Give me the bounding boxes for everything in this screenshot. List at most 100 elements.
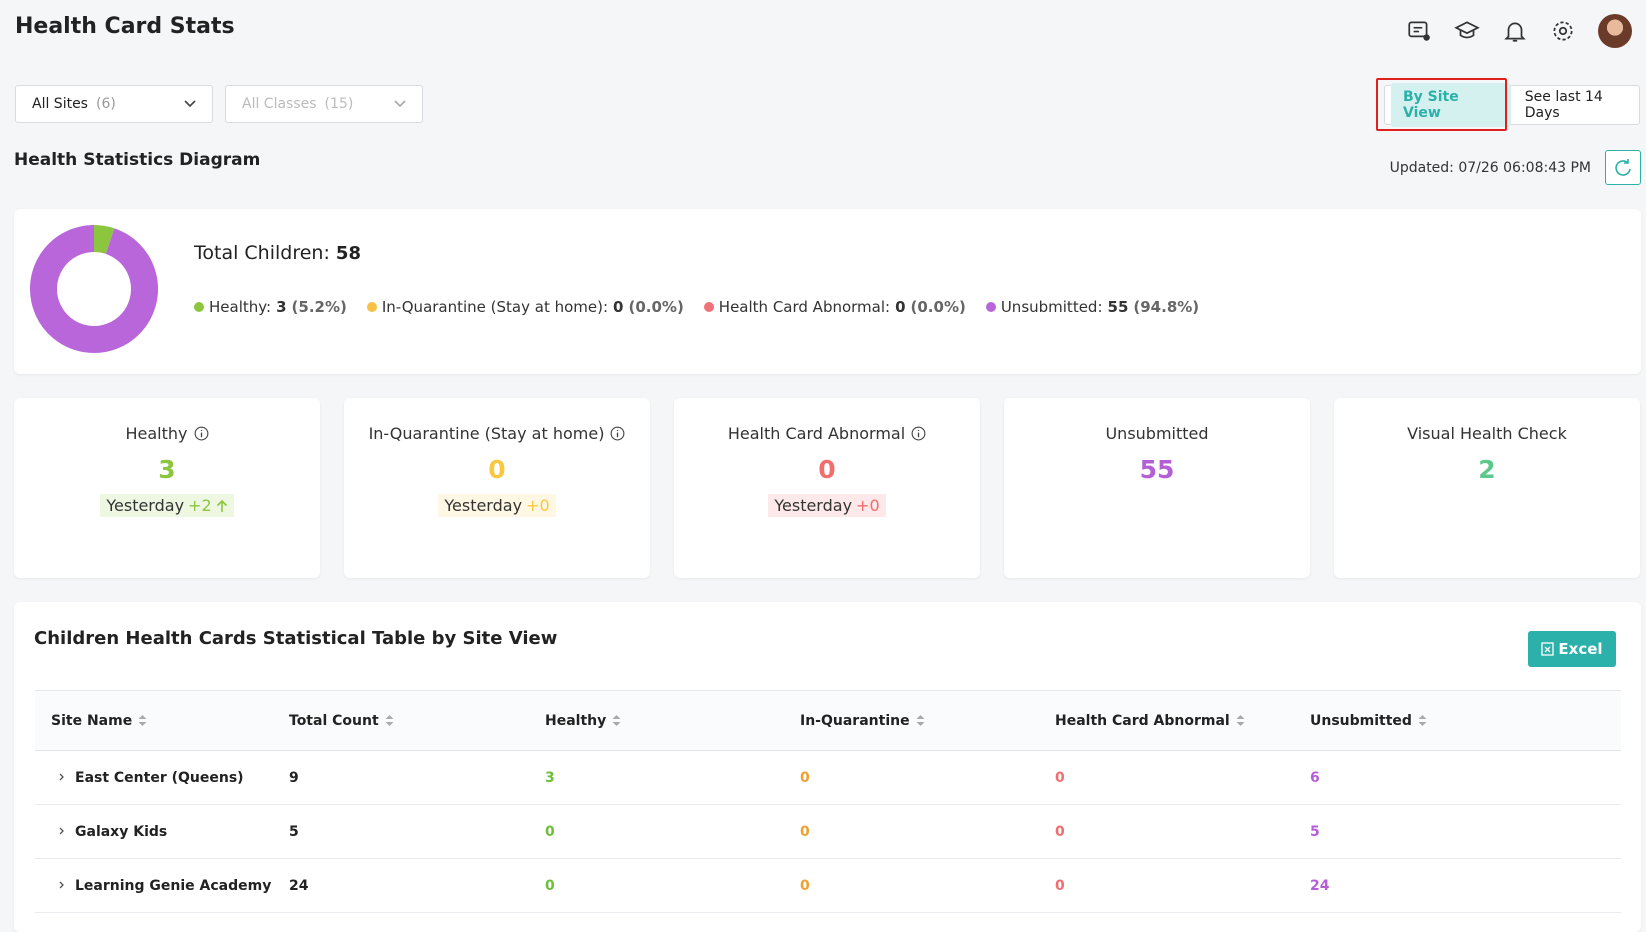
column-header[interactable]: Unsubmitted: [1294, 690, 1621, 751]
total-label: Total Children:: [194, 242, 330, 264]
sort-icon: [138, 715, 147, 726]
change-label: Yesterday: [444, 496, 523, 515]
by-site-view-button[interactable]: By Site View: [1391, 83, 1511, 127]
column-name: Health Card Abnormal: [1055, 712, 1230, 729]
table-row: Learning Genie Academy 24 0 0 0 24: [35, 858, 1621, 913]
table-panel: Children Health Cards Statistical Table …: [14, 602, 1641, 932]
table-cell: 9: [273, 750, 529, 805]
expand-icon[interactable]: [57, 880, 71, 890]
sort-icon: [1418, 715, 1427, 726]
legend-label: In-Quarantine (Stay at home):: [381, 298, 609, 316]
table-cell: 0: [529, 804, 784, 859]
stats-table: Site Name Total Count Healthy In-Quarantine…: [35, 690, 1621, 913]
message-icon[interactable]: [1406, 18, 1432, 44]
table-cell: 0: [1039, 804, 1294, 859]
sort-down: [612, 722, 621, 726]
sort-up: [385, 715, 394, 719]
card-value: 0: [818, 455, 836, 484]
card-title: In-Quarantine (Stay at home): [344, 424, 650, 443]
column-header[interactable]: Healthy: [529, 690, 784, 751]
stat-card: Unsubmitted 55: [1004, 398, 1310, 578]
column-header[interactable]: Site Name: [35, 690, 273, 751]
refresh-button[interactable]: [1605, 150, 1641, 185]
chevron: [59, 881, 64, 888]
filter-select: All Classes (15): [225, 85, 423, 123]
page-title: Health Card Stats: [15, 14, 235, 39]
column-name: In-Quarantine: [800, 712, 910, 729]
sort-down: [138, 722, 147, 726]
summary-panel: Total Children: 58 Healthy: 3 (5.2%) In-Qua…: [14, 209, 1641, 374]
stat-card: Health Card Abnormal 0 Yesterday +0: [674, 398, 980, 578]
sort-up: [612, 715, 621, 719]
card-value: 55: [1139, 455, 1175, 484]
legend-label: Healthy:: [209, 298, 272, 316]
sort-up: [138, 715, 147, 719]
expand-icon[interactable]: [57, 772, 71, 782]
total-value: 58: [335, 243, 361, 264]
card-title-text: Healthy: [125, 424, 188, 443]
updated-time: Updated: 07/26 06:08:43 PM: [1389, 160, 1591, 176]
change-value: +0: [526, 496, 550, 515]
excel-icon: [1541, 642, 1555, 656]
sort-down: [1236, 722, 1245, 726]
last-14-days-button[interactable]: See last 14 Days: [1524, 89, 1603, 121]
bell-icon[interactable]: [1502, 18, 1528, 44]
dropdown-arrow: [394, 100, 406, 108]
legend-item: In-Quarantine (Stay at home): 0 (0.0%): [366, 298, 684, 316]
cell-text: 6: [1310, 769, 1320, 786]
card-value: 3: [158, 455, 176, 484]
filter-label: All Sites: [32, 96, 88, 112]
stat-card: In-Quarantine (Stay at home) 0 Yesterday +0: [344, 398, 650, 578]
cell-text: East Center (Queens): [75, 769, 244, 786]
legend-value: 3: [276, 298, 287, 316]
legend-label: Unsubmitted:: [1000, 298, 1103, 316]
column-name: Site Name: [51, 712, 133, 729]
trend-up-icon: [216, 499, 227, 512]
table-row: Galaxy Kids 5 0 0 0 5: [35, 804, 1621, 859]
dropdown-arrow: [184, 100, 196, 108]
legend-item: Healthy: 3 (5.2%): [194, 298, 347, 316]
filter-count: (6): [95, 96, 116, 112]
sort-up: [1236, 715, 1245, 719]
sort-icon: [1236, 715, 1245, 726]
legend-item: Health Card Abnormal: 0 (0.0%): [703, 298, 966, 316]
toolbar: [1406, 14, 1632, 48]
table-cell: 0: [529, 858, 784, 913]
column-name: Healthy: [545, 712, 607, 729]
expand-icon[interactable]: [57, 826, 71, 836]
cell-text: Galaxy Kids: [75, 823, 168, 840]
legend-value: 0: [895, 298, 906, 316]
cell-text: 0: [545, 877, 555, 894]
info-circle: [911, 426, 926, 441]
cell-text: 0: [1055, 877, 1065, 894]
legend-label: Health Card Abnormal:: [718, 298, 891, 316]
course-icon[interactable]: [1454, 18, 1480, 44]
table-cell: Galaxy Kids: [35, 804, 273, 859]
column-header[interactable]: Health Card Abnormal: [1039, 690, 1294, 751]
view-toggle: By Site View See last 14 Days: [1384, 83, 1640, 127]
sort-up: [1418, 715, 1427, 719]
card-title: Healthy: [14, 424, 320, 443]
info-circle: [610, 426, 625, 441]
stat-card: Healthy 3 Yesterday +2: [14, 398, 320, 578]
cell-text: 0: [800, 877, 810, 894]
column-header[interactable]: Total Count: [273, 690, 529, 751]
excel-button[interactable]: Excel: [1528, 631, 1616, 667]
table-cell: 5: [1294, 804, 1621, 859]
info-circle: [194, 426, 208, 441]
cell-text: 0: [1055, 769, 1065, 786]
avatar[interactable]: [1598, 14, 1632, 48]
legend-percent: (94.8%): [1133, 298, 1200, 316]
sort-icon: [385, 715, 394, 726]
filter-select[interactable]: All Sites (6): [15, 85, 213, 123]
table-cell: East Center (Queens): [35, 750, 273, 805]
settings-icon[interactable]: [1550, 18, 1576, 44]
table-cell: Learning Genie Academy: [35, 858, 273, 913]
column-header[interactable]: In-Quarantine: [784, 690, 1039, 751]
cell-text: 0: [545, 823, 555, 840]
column-name: Unsubmitted: [1310, 712, 1412, 729]
stat-card: Visual Health Check 2: [1334, 398, 1640, 578]
table-cell: 0: [784, 804, 1039, 859]
cell-text: 0: [1055, 823, 1065, 840]
info-icon: [194, 426, 208, 441]
